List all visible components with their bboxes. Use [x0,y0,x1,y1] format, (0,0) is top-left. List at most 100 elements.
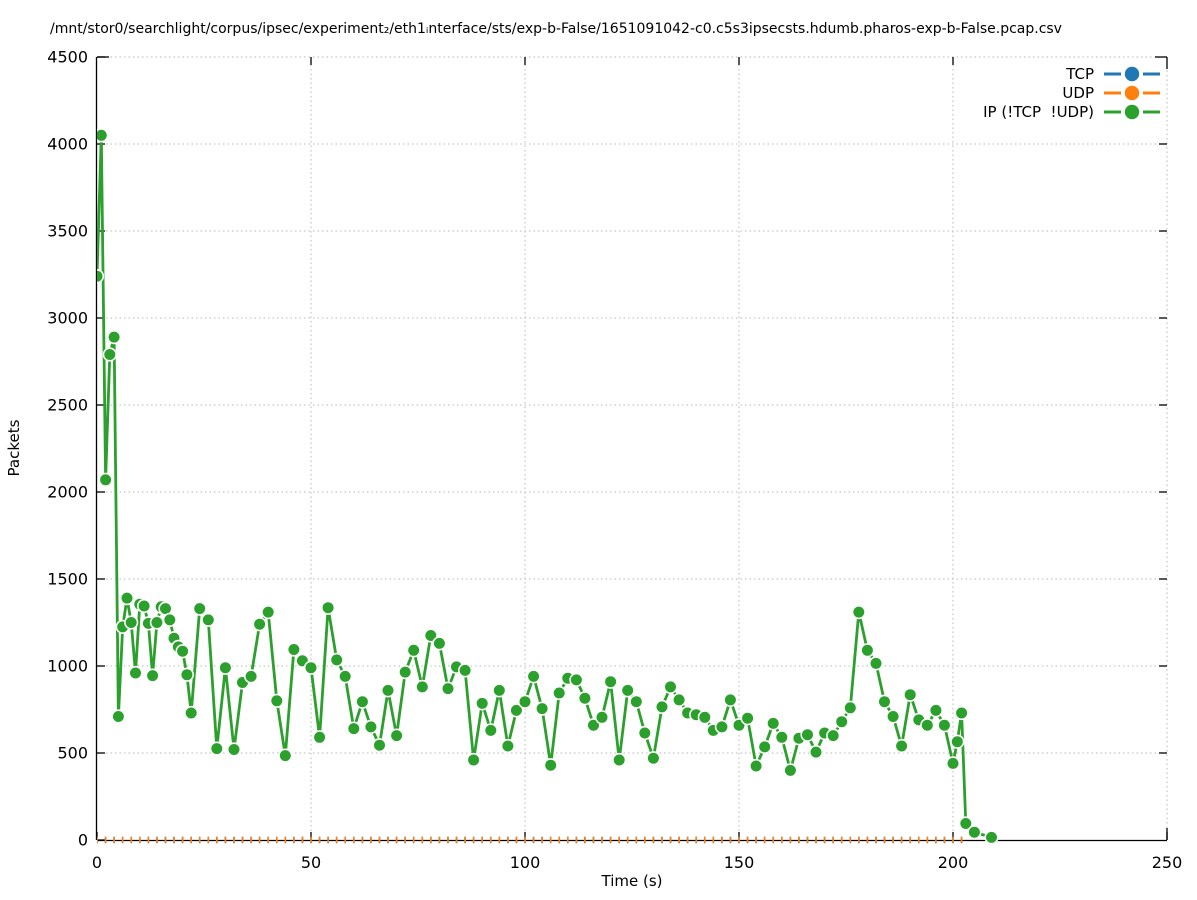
data-point [620,683,635,698]
y-tick-label: 500 [57,744,88,763]
data-point [466,752,481,768]
data-point [783,763,798,778]
data-point [577,691,593,706]
data-point [389,728,404,743]
data-point [950,734,965,749]
x-axis-label: Time (s) [601,872,663,890]
chart-title: /mnt/stor0/searchlight/corpus/ipsec/expe… [50,21,1062,37]
y-tick-label: 3500 [47,222,88,241]
y-tick-label: 1000 [47,657,88,676]
data-point [432,636,447,651]
data-point [851,604,866,620]
data-point [209,741,224,756]
data-point [372,738,387,753]
y-tick-label: 4000 [47,135,88,154]
legend-dot [1124,85,1140,100]
y-tick-label: 4500 [47,48,88,67]
data-point [826,728,841,743]
data-point [475,696,490,711]
data-point [748,758,764,774]
data-point [338,669,353,684]
legend-marker-tcp-icon [1104,66,1160,81]
data-point [629,694,644,709]
data-point [244,669,259,684]
data-point [757,739,772,755]
data-point [97,128,109,143]
data-point [860,643,875,658]
data-point [458,663,473,678]
data-point [128,665,143,681]
data-point [162,612,177,628]
data-point [937,718,952,733]
data-point [184,705,199,721]
x-tick-label: 50 [301,853,321,872]
data-point [646,751,661,766]
data-point [723,692,738,708]
data-point [586,718,601,733]
data-point [612,752,627,768]
data-point [346,721,361,736]
legend-row-udp: UDP [983,83,1160,102]
data-point [269,693,284,708]
data-point [671,692,687,708]
data-point [303,660,319,675]
data-point [766,716,781,731]
data-point [967,825,982,840]
data-point [637,725,652,741]
data-point [201,612,216,628]
series-ip-line [97,133,992,839]
data-point [218,660,233,675]
data-point [329,652,344,668]
data-point [119,590,135,606]
data-point [226,742,242,757]
series-ip-group [97,128,999,845]
y-axis-label: Packets [5,419,23,477]
x-tick-label: 250 [1152,853,1183,872]
data-point [740,711,755,726]
y-tick-label: 2500 [47,396,88,415]
data-point [526,669,541,684]
x-tick-label: 150 [724,853,755,872]
data-point [312,730,327,745]
data-point [903,687,918,702]
data-point [603,674,618,689]
y-tick-label: 1500 [47,570,88,589]
x-tick-label: 100 [510,853,541,872]
data-point [440,681,456,696]
data-point [697,710,712,725]
data-point [594,710,610,725]
legend-row-ip: IP (!TCP !UDP) [983,102,1160,121]
data-point [406,643,421,658]
y-tick-label: 0 [78,831,88,850]
data-point [894,738,909,754]
data-point [885,709,901,724]
data-point [179,667,194,682]
data-point [192,601,207,616]
data-point [102,347,117,362]
data-point [124,615,139,630]
data-point [363,719,379,735]
data-point [984,830,999,845]
data-point [868,656,884,671]
data-point [111,709,126,724]
data-point [654,699,670,715]
data-point [278,748,293,763]
data-point [97,269,105,284]
data-point [843,700,858,715]
data-point [106,330,122,345]
data-point [252,617,267,632]
data-point [149,615,164,630]
data-point [663,679,678,695]
legend-dot [1124,104,1140,119]
data-point [321,600,336,615]
y-tick-label: 3000 [47,309,88,328]
legend-dot [1124,66,1140,81]
series-udp-baseline [97,836,963,844]
data-point [543,758,558,773]
data-point [534,701,550,716]
data-point [286,642,302,657]
legend-label-udp: UDP [1062,83,1094,102]
data-point [98,472,113,487]
data-point [500,738,516,754]
